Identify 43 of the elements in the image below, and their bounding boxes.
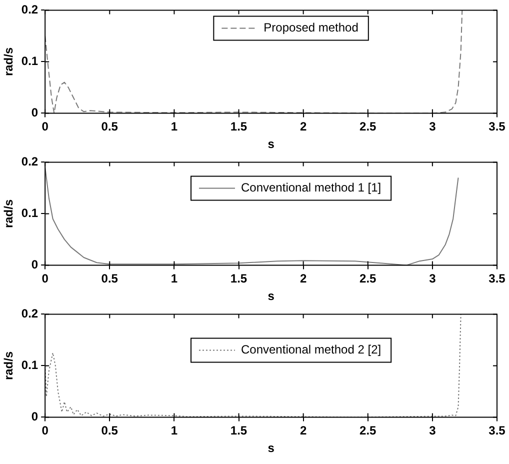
x-tick-label: 3 (429, 424, 436, 438)
y-axis-title: rad/s (2, 351, 16, 380)
y-tick-label: 0.1 (21, 206, 38, 220)
x-tick-label: 0 (42, 424, 49, 438)
x-tick-label: 3.5 (488, 120, 506, 134)
y-tick-label: 0.2 (21, 2, 38, 17)
x-tick-label: 2.5 (360, 424, 377, 438)
y-tick-label: 0 (31, 410, 38, 424)
x-tick-label: 3.5 (488, 424, 506, 438)
legend-label: Conventional method 1 [1] (240, 180, 382, 195)
x-tick-label: 1 (170, 424, 178, 438)
y-axis-title: rad/s (2, 199, 16, 228)
y-tick-label: 0 (31, 258, 38, 272)
x-tick-label: 1.5 (230, 120, 248, 134)
x-tick-label: 2 (300, 424, 307, 438)
y-axis-title: rad/s (2, 47, 16, 76)
x-tick-label: 2.5 (360, 120, 377, 134)
x-tick-label: 0 (42, 120, 49, 134)
x-tick-label: 0.5 (101, 272, 118, 286)
y-tick-label: 0.1 (21, 358, 38, 372)
x-tick-label: 1.5 (230, 424, 248, 438)
y-tick-label: 0.2 (21, 154, 38, 169)
line-series (45, 314, 462, 418)
x-tick-label: 1.5 (230, 272, 248, 286)
y-tick-label: 0 (31, 106, 38, 120)
x-tick-label: 0.5 (101, 424, 118, 438)
x-tick-label: 2 (300, 120, 307, 134)
x-axis-title: s (268, 289, 275, 304)
legend-label: Conventional method 2 [2] (240, 342, 382, 357)
x-axis-title: s (268, 137, 275, 152)
x-tick-label: 3 (429, 272, 436, 286)
x-tick-label: 0 (42, 272, 49, 286)
x-tick-label: 3 (429, 120, 436, 134)
x-tick-label: 2.5 (360, 272, 377, 286)
x-tick-label: 1 (170, 272, 178, 286)
x-axis-title: s (268, 441, 275, 456)
x-tick-label: 2 (300, 272, 307, 286)
legend-label: Proposed method (264, 20, 358, 35)
y-tick-label: 0.1 (21, 54, 38, 68)
x-tick-label: 3.5 (488, 272, 506, 286)
y-tick-label: 0.2 (21, 306, 38, 321)
x-tick-label: 0.5 (101, 120, 118, 134)
x-tick-label: 1 (170, 120, 178, 134)
